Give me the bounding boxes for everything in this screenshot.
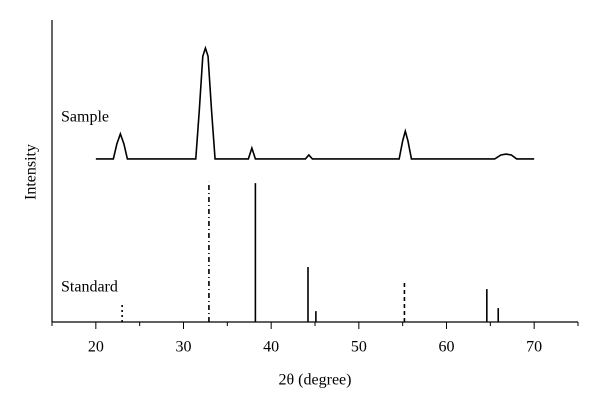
x-tick-label: 50	[351, 339, 367, 356]
x-tick-label: 20	[88, 339, 104, 356]
x-tick-label: 40	[263, 339, 279, 356]
series-label: Sample	[61, 109, 109, 126]
x-tick-label: 70	[526, 339, 542, 356]
x-tick-label: 30	[176, 339, 192, 356]
x-axis-label: 2θ (degree)	[279, 372, 352, 389]
series-label: Standard	[61, 279, 118, 296]
x-tick-label: 60	[439, 339, 455, 356]
sample-line	[95, 45, 535, 160]
y-axis-label: Intensity	[23, 144, 40, 200]
